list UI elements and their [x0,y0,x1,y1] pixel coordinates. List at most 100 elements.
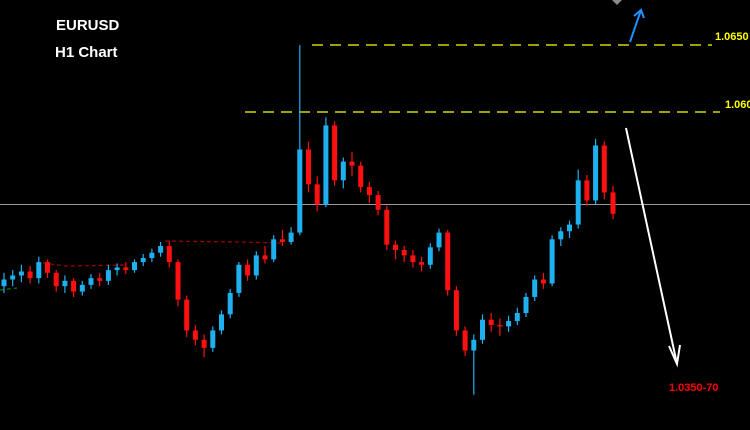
candle-body [340,161,346,181]
candle [306,141,311,193]
candle-body [549,239,555,284]
candle [471,334,477,395]
trend-line-red-2 [164,240,283,244]
candle [401,246,407,263]
candle [462,326,468,356]
candle-body [71,280,77,292]
candle [340,157,346,189]
candle [219,310,224,335]
candle-body [306,149,311,185]
candle-body [514,313,520,322]
candle-body [506,321,512,327]
candle [323,117,329,208]
candle-body [140,258,146,263]
candle [184,295,190,338]
candle [540,272,546,289]
candle-body [471,339,477,351]
candle-body [584,180,590,201]
candle-body [175,262,181,300]
candle [497,318,503,336]
candle [262,246,268,264]
candle-body [149,252,155,259]
candle [97,272,103,287]
candle-body [523,296,529,313]
candle [62,275,68,293]
candle-body [114,267,120,271]
candle-body [384,209,390,245]
candle [506,315,512,332]
candle [297,45,303,236]
candle-body [401,250,407,256]
candle-body [593,145,599,201]
target-label: 1.0350-70 [669,382,719,394]
candle-body [375,195,381,210]
candle-body [201,339,207,348]
candle-body [210,330,216,348]
candle [558,227,564,246]
candle [166,240,172,268]
candle-body [88,278,94,285]
candle [245,259,251,281]
candle [253,251,259,280]
candle-body [332,125,338,181]
candle [53,270,59,292]
candle-body [488,319,494,326]
candle [71,278,77,297]
symbol-title: EURUSD [56,17,120,34]
candle-body [184,299,190,331]
candle-body [227,292,233,315]
trend-line-red-1 [42,262,126,267]
candle [480,314,485,344]
candle-body [540,279,546,284]
candle-body [158,246,164,253]
level-label-1: 1.0650 [715,31,749,43]
candle [79,280,85,296]
candle-body [297,149,303,233]
candle [584,174,590,206]
candle [132,259,137,273]
down-arrow-icon [625,127,681,368]
candle-body [123,267,129,271]
candle [149,248,155,263]
candle-body [427,247,433,265]
candle [393,240,398,260]
candle [384,205,390,251]
candle [123,262,129,275]
candle [514,307,520,326]
candle [227,288,233,319]
candle [114,263,120,276]
candle-body [393,244,398,251]
candle-body [575,180,581,225]
candle-body [567,224,572,232]
candle [45,259,50,279]
candle-body [358,165,364,188]
candle-body [271,239,277,260]
candle [488,313,494,332]
candle-body [558,231,564,240]
candle [358,161,364,193]
timeframe-title: H1 Chart [55,44,118,61]
candle [453,286,459,336]
candle-body [253,255,259,276]
candle-body [132,262,137,271]
candle [1,272,7,293]
candle [36,256,42,284]
candle-body [419,262,425,265]
candle [349,152,355,177]
candle [279,229,285,246]
candle-body [410,255,416,263]
candle [105,264,111,285]
candle-body [105,270,111,281]
candle [410,250,416,268]
candle-body [279,239,285,242]
candle [549,235,555,287]
candle-body [192,330,198,340]
candle-body [62,280,68,287]
candle [593,138,599,205]
candle-body [436,232,442,248]
candle-body [366,187,372,196]
candle-body [97,278,103,281]
candle-body [480,319,485,340]
candle [601,141,607,200]
candle [288,227,294,245]
